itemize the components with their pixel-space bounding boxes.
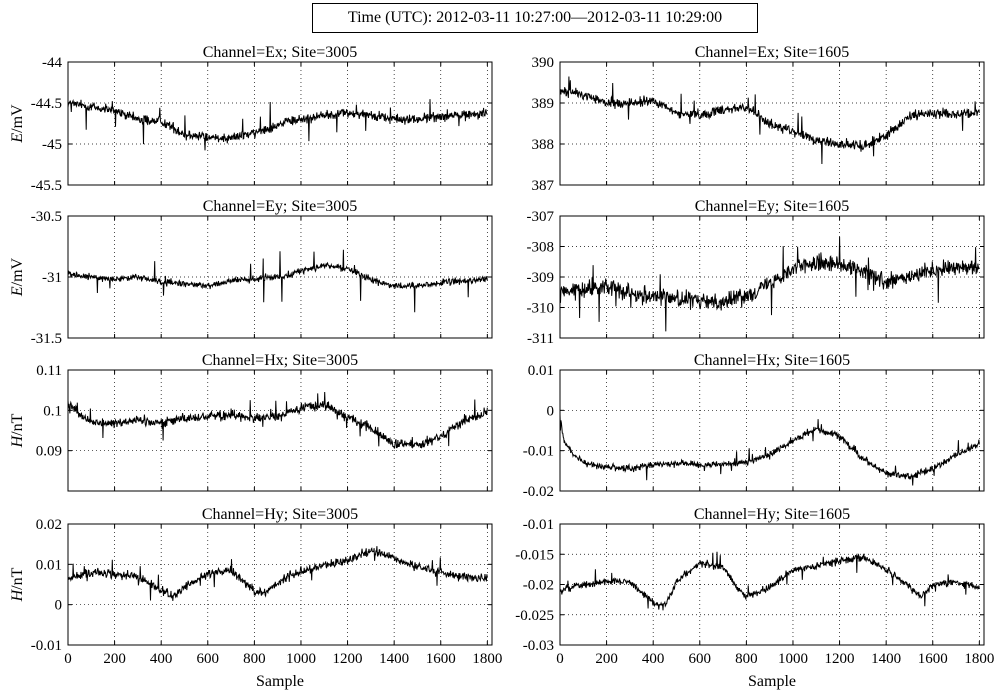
- panel-title: Channel=Hy; Site=3005: [202, 506, 358, 523]
- y-tick-label: 390: [532, 55, 555, 71]
- panel-title: Channel=Ey; Site=1605: [695, 198, 849, 215]
- axes-frame: [559, 369, 985, 492]
- x-tick-label: 400: [642, 651, 665, 667]
- y-tick-label: -44.5: [31, 96, 62, 112]
- series-line: [559, 414, 980, 486]
- x-tick-label: 1400: [871, 651, 901, 667]
- y-axis-label: E/mV: [9, 104, 26, 144]
- panel-title: Channel=Ex; Site=1605: [695, 44, 849, 61]
- panel-title: Channel=Hx; Site=3005: [202, 352, 358, 369]
- y-tick-label: -31: [42, 270, 62, 286]
- x-axis-label: Sample: [256, 673, 304, 690]
- y-tick-label: -0.01: [523, 444, 554, 460]
- y-axis-label: H/nT: [9, 567, 26, 602]
- y-axis-label: H/nT: [9, 413, 26, 448]
- y-tick-label: 0: [55, 598, 63, 614]
- y-tick-label: -310: [527, 301, 555, 317]
- y-tick-label: 0.09: [36, 444, 62, 460]
- x-tick-label: 1800: [472, 651, 502, 667]
- y-tick-label: 0: [547, 403, 555, 419]
- y-tick-label: 0.01: [36, 557, 62, 573]
- y-tick-label: -309: [527, 270, 555, 286]
- y-tick-label: -308: [527, 240, 555, 256]
- x-tick-label: 200: [103, 651, 126, 667]
- x-tick-label: 800: [735, 651, 758, 667]
- y-tick-label: -311: [527, 331, 554, 347]
- series-line: [67, 391, 488, 449]
- x-tick-label: 1600: [918, 651, 948, 667]
- x-tick-label: 0: [556, 651, 564, 667]
- y-tick-label: -307: [527, 209, 555, 225]
- x-axis-label: Sample: [748, 673, 796, 690]
- x-tick-label: 1000: [286, 651, 316, 667]
- y-tick-label: -30.5: [31, 209, 62, 225]
- x-tick-label: 600: [689, 651, 712, 667]
- x-tick-label: 600: [197, 651, 220, 667]
- axes-frame: [67, 369, 493, 492]
- panel-title: Channel=Hx; Site=1605: [694, 352, 850, 369]
- panel-4: -307 -308 -309 -310 -311 Channel=Ey; Site=160…: [527, 198, 985, 347]
- x-tick-label: 1200: [333, 651, 363, 667]
- x-tick-label: 1000: [778, 651, 808, 667]
- y-tick-label: 387: [532, 178, 555, 194]
- y-tick-label: -0.02: [523, 578, 554, 594]
- y-tick-label: -0.025: [515, 608, 554, 624]
- x-tick-label: 1400: [379, 651, 409, 667]
- time-range-header: Time (UTC): 2012-03-11 10:27:00—2012-03-…: [312, 3, 758, 33]
- y-axis-label: E/mV: [9, 257, 26, 297]
- x-tick-label: 400: [150, 651, 173, 667]
- y-tick-label: 0.02: [36, 517, 62, 533]
- series-line: [559, 551, 980, 611]
- y-tick-label: -0.02: [523, 484, 554, 500]
- axes-frame: [67, 523, 493, 646]
- y-tick-label: 389: [532, 96, 555, 112]
- y-tick-label: -45: [42, 137, 62, 153]
- panel-8: -0.01 -0.015 -0.02 -0.025 -0.030 200 400 600 800…: [515, 506, 994, 690]
- x-tick-label: 800: [243, 651, 266, 667]
- panel-3: -30.5 -31 -31.5 Channel=Ey; Site=3005 E/mV: [9, 198, 493, 347]
- y-tick-label: -0.01: [523, 517, 554, 533]
- x-tick-label: 1800: [964, 651, 994, 667]
- series-line: [559, 76, 980, 165]
- panel-title: Channel=Ey; Site=3005: [203, 198, 357, 215]
- axes-frame: [559, 61, 985, 186]
- y-tick-label: -0.015: [515, 547, 554, 563]
- series-line: [67, 99, 488, 151]
- y-tick-label: -44: [42, 55, 62, 71]
- x-tick-label: 0: [64, 651, 72, 667]
- y-tick-label: -0.03: [523, 638, 554, 654]
- panel-5: 0.11 0.1 0.09 Channel=Hx; Site=3005 H/nT: [9, 352, 493, 492]
- panel-6: 0.01 0 -0.01 -0.02 Channel=Hx; Site=1605: [523, 352, 985, 500]
- axes-frame: [67, 61, 493, 186]
- series-line: [559, 236, 980, 332]
- y-tick-label: -31.5: [31, 331, 62, 347]
- panel-title: Channel=Hy; Site=1605: [694, 506, 850, 523]
- panel-7: 0.020.010-0.010 200 400 600 800 1000 1200 1400 1…: [9, 506, 502, 690]
- panel-title: Channel=Ex; Site=3005: [203, 44, 357, 61]
- panel-2: 390 389 388 387 Channel=Ex; Site=1605: [532, 44, 985, 194]
- y-tick-label: -0.01: [31, 638, 62, 654]
- y-tick-label: 388: [532, 137, 555, 153]
- y-tick-label: 0.1: [43, 403, 62, 419]
- y-tick-label: 0.11: [36, 363, 62, 379]
- series-line: [67, 249, 488, 313]
- y-tick-label: 0.01: [528, 363, 554, 379]
- panel-1: -44 -44.5 -45 -45.5 Channel=Ex; Site=3005 E/m…: [9, 44, 493, 194]
- x-tick-label: 1600: [426, 651, 456, 667]
- x-tick-label: 200: [595, 651, 618, 667]
- x-tick-label: 1200: [825, 651, 855, 667]
- series-line: [67, 546, 488, 601]
- y-tick-label: -45.5: [31, 178, 62, 194]
